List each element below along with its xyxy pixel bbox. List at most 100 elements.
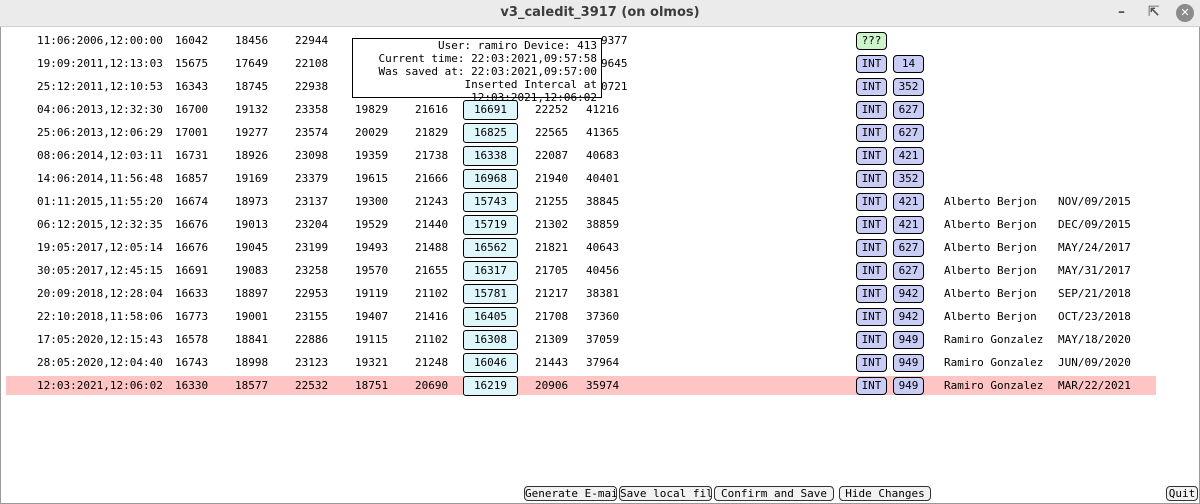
type-button[interactable]: INT (856, 147, 887, 165)
value-field[interactable]: 15719 (463, 215, 518, 235)
type-button[interactable]: INT (856, 239, 887, 257)
row-date: JUN/09/2020 (1058, 356, 1131, 369)
row-value: 20029 (355, 126, 389, 139)
row-value: 23123 (295, 356, 329, 369)
value-field[interactable]: 16338 (463, 146, 518, 166)
row-value: 18841 (235, 333, 269, 346)
row-value: 19001 (235, 310, 269, 323)
action-button[interactable]: Generate E-mail (524, 486, 617, 501)
row-name: Ramiro Gonzalez (944, 356, 1044, 369)
row-value: 19132 (235, 103, 269, 116)
row-value: 35974 (586, 379, 620, 392)
row-name: Alberto Berjon (944, 241, 1037, 254)
value-field[interactable]: 16308 (463, 330, 518, 350)
row-value: 22938 (295, 80, 329, 93)
action-button[interactable]: Save local file (619, 486, 712, 501)
type-button[interactable]: INT (856, 55, 887, 73)
row-value: 21102 (415, 333, 449, 346)
minimize-icon[interactable]: – (1118, 4, 1125, 20)
type-button[interactable]: INT (856, 262, 887, 280)
row-value: 21416 (415, 310, 449, 323)
row-value: 15675 (175, 57, 209, 70)
type-button[interactable]: INT (856, 101, 887, 119)
row-value: 16773 (175, 310, 209, 323)
type-button[interactable]: INT (856, 377, 887, 395)
code-button[interactable]: 627 (893, 262, 924, 280)
row-value: 0721 (601, 80, 628, 93)
maximize-icon[interactable]: ⇱ (1148, 4, 1160, 20)
row-value: 22252 (535, 103, 569, 116)
row-value: 18926 (235, 149, 269, 162)
row-value: 17649 (235, 57, 269, 70)
code-button[interactable]: 942 (893, 285, 924, 303)
row-value: 22087 (535, 149, 569, 162)
code-button[interactable]: 352 (893, 78, 924, 96)
code-button[interactable]: 421 (893, 193, 924, 211)
code-button[interactable]: 627 (893, 239, 924, 257)
type-button[interactable]: INT (856, 193, 887, 211)
type-button[interactable]: INT (856, 331, 887, 349)
type-button[interactable]: INT (856, 308, 887, 326)
value-field[interactable]: 15743 (463, 192, 518, 212)
type-button[interactable]: INT (856, 216, 887, 234)
type-button[interactable]: INT (856, 354, 887, 372)
code-button[interactable]: 949 (893, 331, 924, 349)
code-button[interactable]: 421 (893, 216, 924, 234)
value-field[interactable]: 16562 (463, 238, 518, 258)
row-value: 41365 (586, 126, 620, 139)
type-button[interactable]: ??? (856, 32, 887, 50)
row-value: 16674 (175, 195, 209, 208)
row-value: 21443 (535, 356, 569, 369)
row-value: 19493 (355, 241, 389, 254)
row-value: 23137 (295, 195, 329, 208)
row-value: 19359 (355, 149, 389, 162)
type-button[interactable]: INT (856, 285, 887, 303)
row-value: 19013 (235, 218, 269, 231)
action-button[interactable]: Hide Changes (839, 486, 931, 501)
row-time: 12:03:2021,12:06:02 (37, 379, 163, 392)
type-button[interactable]: INT (856, 170, 887, 188)
value-field[interactable]: 16825 (463, 123, 518, 143)
type-button[interactable]: INT (856, 78, 887, 96)
row-date: DEC/09/2015 (1058, 218, 1131, 231)
code-button[interactable]: 627 (893, 101, 924, 119)
row-value: 16042 (175, 34, 209, 47)
value-field[interactable]: 15781 (463, 284, 518, 304)
code-button[interactable]: 627 (893, 124, 924, 142)
tooltip-line: User: ramiro Device: 413 (438, 39, 597, 52)
row-value: 21440 (415, 218, 449, 231)
code-button[interactable]: 352 (893, 170, 924, 188)
value-field[interactable]: 16219 (463, 376, 518, 396)
row-value: 41216 (586, 103, 620, 116)
row-time: 17:05:2020,12:15:43 (37, 333, 163, 346)
value-field[interactable]: 16405 (463, 307, 518, 327)
row-value: 21738 (415, 149, 449, 162)
row-value: 21655 (415, 264, 449, 277)
row-time: 14:06:2014,11:56:48 (37, 172, 163, 185)
row-value: 19169 (235, 172, 269, 185)
row-time: 19:05:2017,12:05:14 (37, 241, 163, 254)
row-value: 16330 (175, 379, 209, 392)
value-field[interactable]: 16046 (463, 353, 518, 373)
code-button[interactable]: 949 (893, 377, 924, 395)
type-button[interactable]: INT (856, 124, 887, 142)
row-value: 19277 (235, 126, 269, 139)
row-value: 16676 (175, 218, 209, 231)
value-field[interactable]: 16317 (463, 261, 518, 281)
value-field[interactable]: 16691 (463, 100, 518, 120)
row-name: Ramiro Gonzalez (944, 379, 1044, 392)
action-button[interactable]: Confirm and Save (714, 486, 834, 501)
row-value: 21829 (415, 126, 449, 139)
row-value: 22953 (295, 287, 329, 300)
value-field[interactable]: 16968 (463, 169, 518, 189)
code-button[interactable]: 942 (893, 308, 924, 326)
row-value: 18577 (235, 379, 269, 392)
code-button[interactable]: 14 (893, 55, 924, 73)
close-icon[interactable]: ✕ (1176, 4, 1194, 22)
code-button[interactable]: 949 (893, 354, 924, 372)
action-button[interactable]: Quit (1166, 486, 1198, 501)
row-value: 16857 (175, 172, 209, 185)
row-date: SEP/21/2018 (1058, 287, 1131, 300)
code-button[interactable]: 421 (893, 147, 924, 165)
row-value: 18897 (235, 287, 269, 300)
